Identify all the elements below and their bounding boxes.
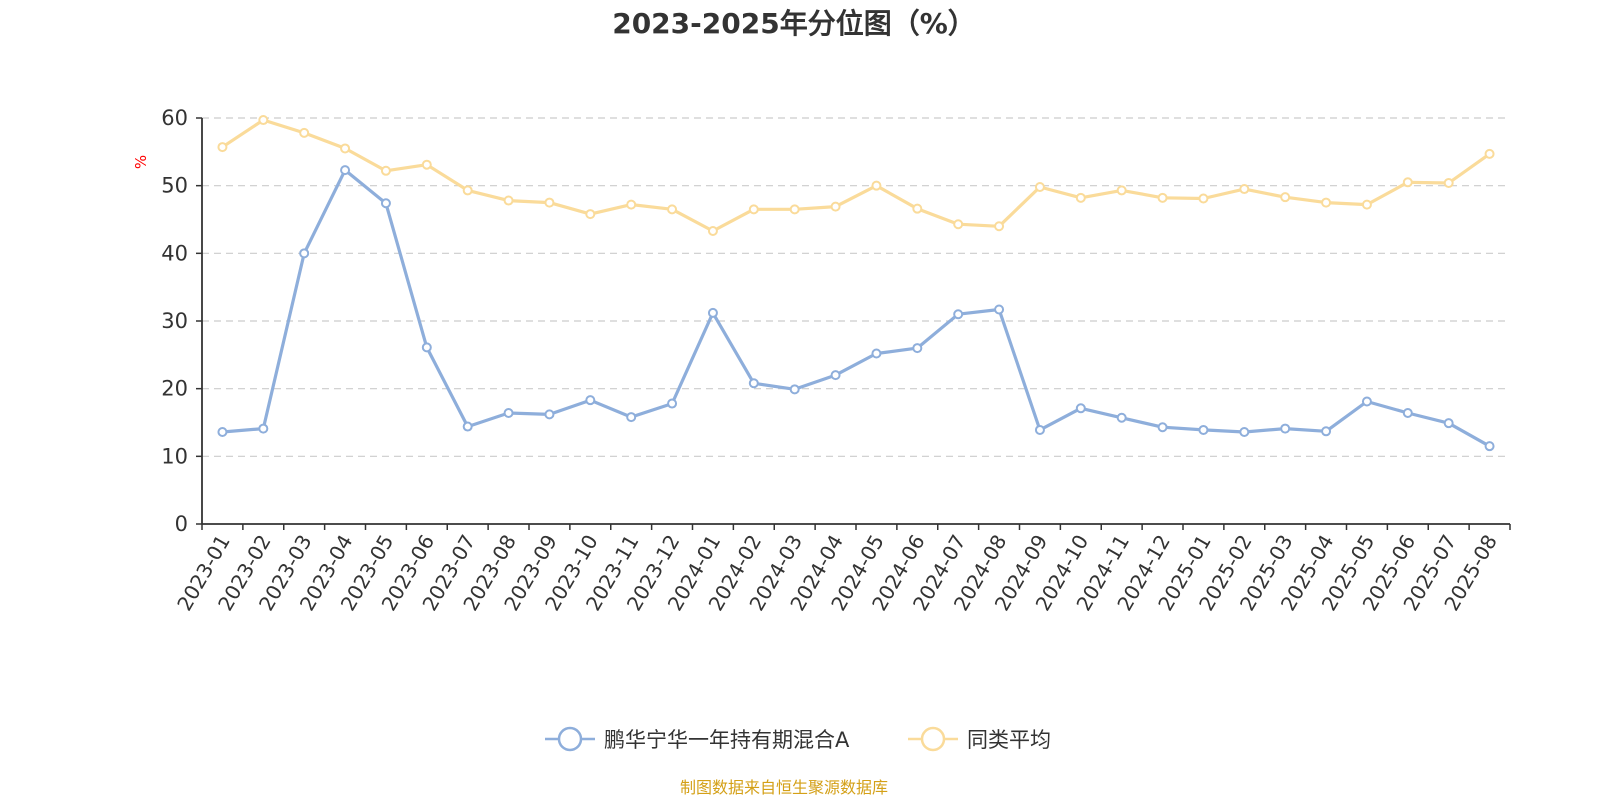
data-point[interactable]	[1361, 396, 1372, 407]
data-point[interactable]	[340, 165, 351, 176]
chart-title: 2023-2025年分位图（%）	[612, 7, 976, 40]
series-1	[217, 165, 1495, 452]
data-point[interactable]	[748, 204, 759, 215]
legend: 鹏华宁华一年持有期混合A 同类平均	[545, 726, 1051, 752]
data-point[interactable]	[340, 143, 351, 154]
data-point[interactable]	[1280, 423, 1291, 434]
data-point[interactable]	[299, 248, 310, 259]
series-2	[217, 115, 1495, 237]
data-point[interactable]	[789, 204, 800, 215]
data-point[interactable]	[503, 195, 514, 206]
data-point[interactable]	[1443, 177, 1454, 188]
data-point[interactable]	[667, 398, 678, 409]
data-point[interactable]	[462, 421, 473, 432]
data-point[interactable]	[462, 185, 473, 196]
data-point[interactable]	[830, 370, 841, 381]
y-tick-label: 30	[161, 309, 188, 333]
data-point[interactable]	[748, 378, 759, 389]
data-point[interactable]	[1484, 148, 1495, 159]
data-point[interactable]	[626, 412, 637, 423]
data-point[interactable]	[1075, 403, 1086, 414]
data-point[interactable]	[912, 203, 923, 214]
y-axis-ticks: 0 10 20 30 40 50 60	[161, 106, 202, 536]
data-point[interactable]	[912, 343, 923, 354]
legend-marker-icon	[920, 726, 946, 752]
data-point[interactable]	[1321, 197, 1332, 208]
data-point[interactable]	[1198, 424, 1209, 435]
data-point[interactable]	[544, 409, 555, 420]
data-point[interactable]	[789, 384, 800, 395]
legend-item-2[interactable]: 同类平均	[908, 726, 1051, 752]
data-point[interactable]	[1034, 182, 1045, 193]
data-point[interactable]	[1075, 192, 1086, 203]
data-point[interactable]	[1280, 192, 1291, 203]
data-point[interactable]	[1157, 422, 1168, 433]
data-point[interactable]	[1443, 418, 1454, 429]
data-point[interactable]	[217, 142, 228, 153]
data-point[interactable]	[258, 115, 269, 126]
data-point[interactable]	[1116, 412, 1127, 423]
data-point[interactable]	[994, 304, 1005, 315]
series-layer	[217, 115, 1495, 452]
data-point[interactable]	[421, 159, 432, 170]
legend-label: 鹏华宁华一年持有期混合A	[604, 728, 850, 752]
data-point[interactable]	[1361, 199, 1372, 210]
data-point[interactable]	[1402, 408, 1413, 419]
source-note: 制图数据来自恒生聚源数据库	[680, 778, 888, 797]
data-point[interactable]	[1484, 441, 1495, 452]
data-point[interactable]	[1034, 424, 1045, 435]
data-point[interactable]	[667, 204, 678, 215]
legend-marker-icon	[557, 726, 583, 752]
data-point[interactable]	[380, 165, 391, 176]
y-tick-label: 50	[161, 174, 188, 198]
data-point[interactable]	[503, 408, 514, 419]
data-point[interactable]	[707, 307, 718, 318]
data-point[interactable]	[585, 395, 596, 406]
data-point[interactable]	[1198, 193, 1209, 204]
y-tick-label: 60	[161, 106, 188, 130]
data-point[interactable]	[217, 426, 228, 437]
data-point[interactable]	[953, 309, 964, 320]
legend-item-1[interactable]: 鹏华宁华一年持有期混合A	[545, 726, 850, 752]
x-axis-ticks: 2023-012023-022023-032023-042023-052023-…	[172, 524, 1511, 615]
data-point[interactable]	[258, 423, 269, 434]
data-point[interactable]	[871, 180, 882, 191]
data-point[interactable]	[380, 198, 391, 209]
data-point[interactable]	[953, 219, 964, 230]
y-tick-label: 20	[161, 377, 188, 401]
data-point[interactable]	[1239, 184, 1250, 195]
data-point[interactable]	[1116, 185, 1127, 196]
grid-lines	[202, 117, 1510, 457]
data-point[interactable]	[1402, 177, 1413, 188]
y-tick-label: 10	[161, 444, 188, 468]
series-line	[222, 168, 1491, 448]
data-point[interactable]	[1321, 426, 1332, 437]
y-tick-label: 0	[175, 512, 188, 536]
data-point[interactable]	[994, 221, 1005, 232]
legend-label: 同类平均	[967, 728, 1051, 752]
series-line	[221, 118, 1491, 233]
data-point[interactable]	[626, 199, 637, 210]
data-point[interactable]	[421, 342, 432, 353]
y-tick-label: 40	[161, 241, 188, 265]
data-point[interactable]	[707, 226, 718, 237]
data-point[interactable]	[1157, 192, 1168, 203]
data-point[interactable]	[299, 127, 310, 138]
y-axis-unit-label: %	[132, 155, 150, 169]
data-point[interactable]	[585, 209, 596, 220]
data-point[interactable]	[544, 197, 555, 208]
data-point[interactable]	[871, 348, 882, 359]
data-point[interactable]	[1239, 426, 1250, 437]
data-point[interactable]	[830, 201, 841, 212]
